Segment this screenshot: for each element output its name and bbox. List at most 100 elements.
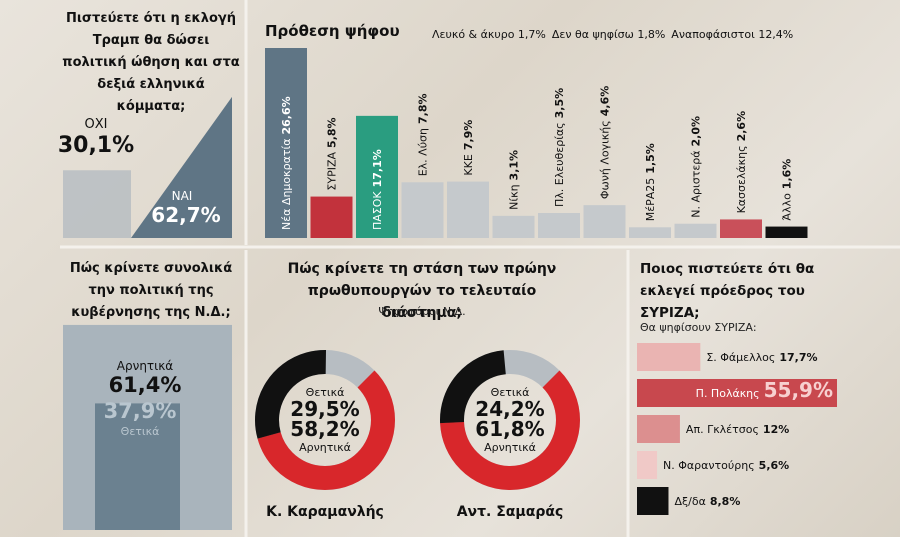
bar xyxy=(583,205,626,238)
value-label: 24,2% xyxy=(475,397,544,421)
bar-label: Πλ. Ελευθερίας 3,5% xyxy=(553,88,566,207)
value-label: 4,6% xyxy=(599,86,612,117)
bar xyxy=(95,403,180,530)
value-label: 7,9% xyxy=(462,120,475,151)
value-label: 29,5% xyxy=(290,397,359,421)
value-label: 26,6% xyxy=(280,96,293,134)
bar xyxy=(637,451,658,479)
bar xyxy=(538,213,580,238)
value-label: 2,0% xyxy=(690,116,703,147)
category-label: ΝΑΙ xyxy=(172,189,193,203)
value-label: 5,8% xyxy=(326,117,339,148)
value-label: 17,7% xyxy=(779,351,817,364)
series-label: Αρνητικά xyxy=(299,441,351,454)
bar-label: Άλλο 1,6% xyxy=(781,159,794,221)
value-label: 37,9% xyxy=(104,399,177,423)
bar xyxy=(637,487,669,515)
bar xyxy=(401,182,444,238)
bar-label: ΠΑΣΟΚ 17,1% xyxy=(371,149,384,230)
bar-label: Π. Πολάκης 55,9% xyxy=(696,378,833,402)
bar xyxy=(629,227,671,238)
category-label: Κ. Καραμανλής xyxy=(266,504,384,520)
bar-label: ΚΚΕ 7,9% xyxy=(462,120,475,176)
bar xyxy=(310,196,353,238)
chart-title: Πώς κρίνετε συνολικά την πολιτική της κυ… xyxy=(69,261,233,320)
bar-label: Νέα Δημοκρατία 26,6% xyxy=(280,96,293,230)
series-label: Θετικά xyxy=(491,386,530,399)
value-label: 55,9% xyxy=(764,378,833,402)
annotation: Δεν θα ψηφίσω 1,8% xyxy=(552,28,665,41)
area xyxy=(131,96,232,238)
chart-title: Πιστεύετε ότι η εκλογή Τραμπ θα δώσει πο… xyxy=(62,11,240,114)
value-label: 58,2% xyxy=(290,417,359,441)
category-label: ΟΧΙ xyxy=(85,117,108,132)
donut-segment xyxy=(255,350,395,490)
bar-label: Σ. Φάμελλος 17,7% xyxy=(706,351,817,364)
series-label: Αρνητικά xyxy=(484,441,536,454)
category-label: Σ. Φάμελλος xyxy=(706,351,775,364)
category-label: Νέα Δημοκρατία xyxy=(280,139,293,230)
bar-label: Νίκη 3,1% xyxy=(508,150,521,210)
annotation: Αναποφάσιστοι 12,4% xyxy=(671,28,793,41)
donut-segment xyxy=(440,350,580,490)
value-label: 2,6% xyxy=(735,111,748,142)
category-label: Πλ. Ελευθερίας xyxy=(553,122,566,207)
bar xyxy=(63,170,131,238)
category-label: ΜέΡΑ25 xyxy=(644,178,657,222)
chart-subtitle: Θα ψηφίσουν ΣΥΡΙΖΑ: xyxy=(640,321,757,334)
donut-segment xyxy=(255,350,395,490)
category-label: Αρνητικά xyxy=(117,359,173,373)
annotations: Λευκό & άκυρο 1,7% Δεν θα ψηφίσω 1,8% Αναπ… xyxy=(432,28,793,41)
value-label: 17,1% xyxy=(371,149,384,187)
value-label: 3,1% xyxy=(508,150,521,181)
bar-label: Ν. Αριστερά 2,0% xyxy=(690,116,703,218)
value-label: 30,1% xyxy=(58,133,134,158)
bar xyxy=(637,379,837,407)
bar xyxy=(720,219,762,238)
bar xyxy=(637,415,680,443)
category-label: ΠΑΣΟΚ xyxy=(371,191,384,230)
category-label: Δξ/δα xyxy=(674,495,705,508)
value-label: 8,8% xyxy=(710,495,741,508)
annotation: Λευκό & άκυρο 1,7% xyxy=(432,28,546,41)
bar-label: Κασσελάκης 2,6% xyxy=(735,111,748,214)
category-label: ΚΚΕ xyxy=(462,154,475,175)
chart-title: Πρόθεση ψήφου xyxy=(265,22,400,40)
chart-title: Ποιος πιστεύετε ότι θα εκλεγεί πρόεδρος … xyxy=(640,261,815,321)
bar xyxy=(356,115,398,238)
value-label: 5,6% xyxy=(759,459,790,472)
category-label: Ν. Αριστερά xyxy=(690,150,703,217)
bar-label: ΣΥΡΙΖΑ 5,8% xyxy=(326,117,339,190)
bar xyxy=(447,181,489,238)
bar-label: Απ. Γκλέτσος 12% xyxy=(686,423,789,436)
value-label: 1,5% xyxy=(644,143,657,174)
value-label: 12% xyxy=(763,423,789,436)
chart-title: Πώς κρίνετε τη στάση των πρώην πρωθυπουρ… xyxy=(287,261,557,321)
bar-label: Ν. Φαραντούρης 5,6% xyxy=(663,459,789,472)
category-label: Θετικά xyxy=(121,425,160,438)
category-label: Νίκη xyxy=(508,184,521,209)
value-label: 1,6% xyxy=(781,159,794,190)
category-label: Αντ. Σαμαράς xyxy=(457,504,564,520)
value-label: 61,4% xyxy=(109,373,182,397)
bar xyxy=(492,215,535,238)
category-label: Ελ. Λύση xyxy=(417,128,430,176)
category-label: Π. Πολάκης xyxy=(696,387,760,400)
series-label: Θετικά xyxy=(306,386,345,399)
bar-label: ΜέΡΑ25 1,5% xyxy=(644,143,657,221)
bar xyxy=(674,223,717,238)
donut-segment xyxy=(440,350,580,490)
value-label: 62,7% xyxy=(151,203,220,227)
category-label: Άλλο xyxy=(781,193,794,221)
bar xyxy=(637,343,701,371)
value-label: 3,5% xyxy=(553,88,566,119)
category-label: Ν. Φαραντούρης xyxy=(663,459,755,472)
bar xyxy=(265,48,307,238)
value-label: 61,8% xyxy=(475,417,544,441)
bar xyxy=(765,226,808,238)
category-label: Απ. Γκλέτσος xyxy=(686,423,759,436)
chart-subtitle: Ψηφοφόροι Ν.Δ. xyxy=(378,305,466,318)
bar-label: Φωνή Λογικής 4,6% xyxy=(599,86,612,199)
